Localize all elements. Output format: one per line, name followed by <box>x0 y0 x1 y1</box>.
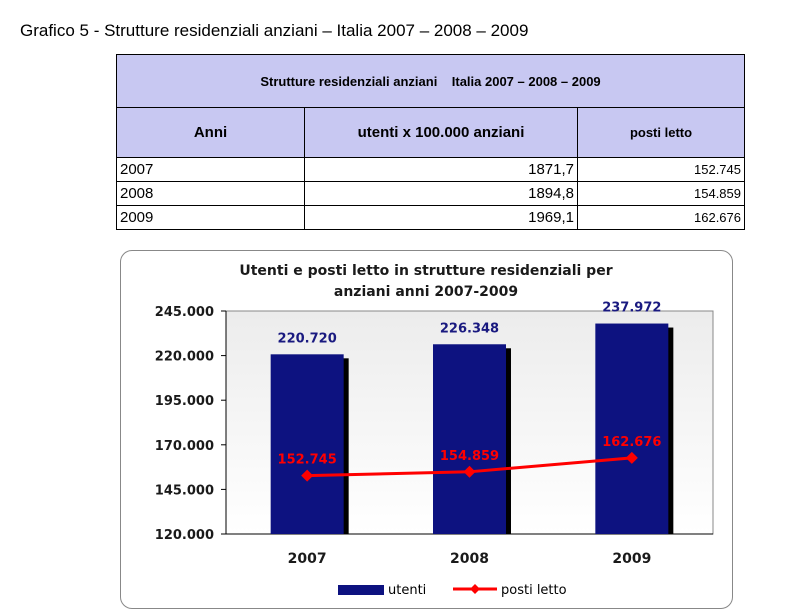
x-tick-label: 2008 <box>450 551 489 567</box>
y-tick-label: 145.000 <box>155 483 214 498</box>
y-tick-label: 170.000 <box>155 439 214 454</box>
y-tick-label: 245.000 <box>155 305 214 320</box>
cell-utenti: 1894,8 <box>304 181 578 206</box>
table-row: 2008 1894,8 154.859 <box>116 181 745 206</box>
table-row: 2009 1969,1 162.676 <box>116 205 745 230</box>
cell-utenti: 1871,7 <box>304 157 578 182</box>
line-data-label: 152.745 <box>278 453 337 468</box>
legend-marker-posti-letto <box>470 584 480 594</box>
bar-2008 <box>433 344 506 534</box>
bar-2007 <box>270 354 344 534</box>
cell-posti-letto: 152.745 <box>577 157 745 182</box>
cell-anno: 2009 <box>116 205 305 230</box>
legend-label-posti-letto: posti letto <box>501 583 567 598</box>
chart: Utenti e posti letto in strutture reside… <box>155 263 714 598</box>
header-utenti: utenti x 100.000 anziani <box>304 107 578 158</box>
line-data-label: 154.859 <box>440 449 499 464</box>
bar-2009 <box>595 323 669 534</box>
bar-data-label: 226.348 <box>440 321 499 336</box>
header-posti-letto: posti letto <box>577 107 745 158</box>
legend-swatch-utenti <box>338 585 384 595</box>
x-tick-label: 2009 <box>612 551 651 567</box>
line-point-2008 <box>463 465 476 478</box>
bar-data-label: 237.972 <box>602 301 661 316</box>
table-row: 2007 1871,7 152.745 <box>116 157 745 182</box>
table-caption: Strutture residenziali anziani Italia 20… <box>116 54 745 108</box>
chart-title-line-2: anziani anni 2007-2009 <box>334 284 518 300</box>
chart-title-line-1: Utenti e posti letto in strutture reside… <box>239 263 612 279</box>
legend-label-utenti: utenti <box>388 583 426 598</box>
line-data-label: 162.676 <box>602 435 661 450</box>
x-tick-label: 2007 <box>288 551 327 567</box>
header-anni: Anni <box>116 107 305 158</box>
cell-posti-letto: 154.859 <box>577 181 745 206</box>
line-point-2009 <box>625 451 638 464</box>
cell-posti-letto: 162.676 <box>577 205 745 230</box>
y-tick-label: 195.000 <box>155 394 214 409</box>
cell-anno: 2008 <box>116 181 305 206</box>
y-tick-label: 220.000 <box>155 350 214 365</box>
chart-frame: Utenti e posti letto in strutture reside… <box>120 250 733 609</box>
cell-anno: 2007 <box>116 157 305 182</box>
line-point-2007 <box>301 469 314 482</box>
data-table: Strutture residenziali anziani Italia 20… <box>116 54 745 230</box>
bar-data-label: 220.720 <box>278 331 337 346</box>
y-tick-label: 120.000 <box>155 528 214 543</box>
page-title: Grafico 5 - Strutture residenziali anzia… <box>20 21 529 40</box>
cell-utenti: 1969,1 <box>304 205 578 230</box>
